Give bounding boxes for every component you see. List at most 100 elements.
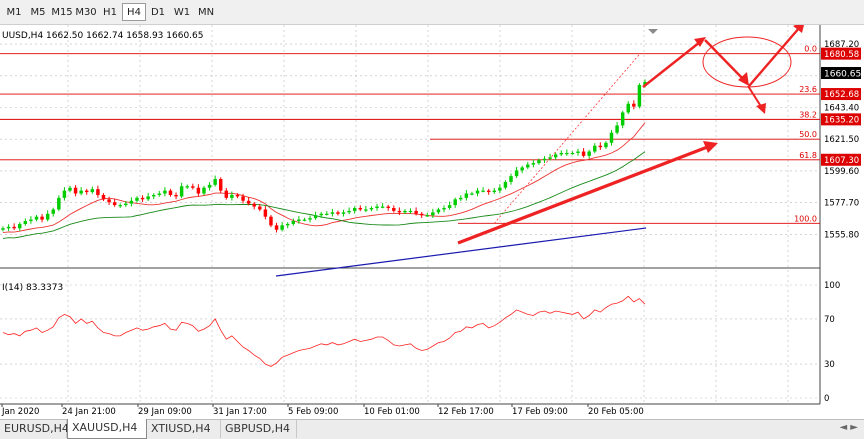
time-tick-label: 10 Feb 01:00 [364,407,420,417]
timeframe-button-mn[interactable]: MN [197,7,215,18]
time-tick-label: 31 Jan 17:00 [213,407,267,417]
timeframe-button-m30[interactable]: M30 [75,7,97,18]
candle [503,180,508,190]
trend-line-blue[interactable] [275,227,647,277]
candle [73,185,78,197]
candle [135,196,139,203]
candle [576,148,580,156]
candle [297,216,301,224]
timeframe-button-m15[interactable]: M15 [51,7,73,18]
candle [191,183,195,190]
candle [62,187,67,201]
candle [163,187,167,197]
candle [40,214,44,223]
fib-level-label: 50.0 [799,130,817,139]
timeframe-button-w1[interactable]: W1 [173,7,191,18]
candle [475,188,480,197]
time-tick-label: 24 Jan 21:00 [62,407,116,417]
timeframe-button-d1[interactable]: D1 [150,7,166,18]
candle [442,205,446,213]
candle [246,197,251,206]
time-axis: Jan 2020 24 Jan 21:00 29 Jan 09:00 31 Jan 1… [1,404,644,417]
candle [375,203,379,211]
candle [68,185,72,193]
candle [90,186,95,194]
candle [403,209,407,215]
timeframe-button-h4[interactable]: H4 [122,3,146,21]
tab-gbpusd[interactable]: GBPUSD,H4 [221,420,297,438]
svg-text:1652.68: 1652.68 [824,90,859,100]
svg-text:1680.58: 1680.58 [824,50,859,60]
svg-text:1607.30: 1607.30 [824,156,859,166]
moving-averages [2,122,647,277]
candle [397,207,402,216]
candle [140,195,145,203]
candle [553,152,558,161]
candle [436,207,441,215]
timeframe-toolbar: M1 M5 M15 M30 H1 H4 D1 W1 MN [0,0,864,25]
tab-scroll-arrows[interactable]: ◄ ► [839,422,858,433]
chart-grid [0,25,820,404]
candle [230,191,234,201]
candle [23,218,28,226]
level-tag: 1652.68 [821,88,861,100]
price-tick-label: 1621.50 [824,135,859,145]
candle [408,208,413,214]
candle [369,206,374,212]
fibonacci-trend-line[interactable] [493,53,641,224]
candle [146,192,150,202]
candle [537,158,541,165]
time-tick-label: 20 Feb 05:00 [588,407,644,417]
candle [269,214,273,228]
candle [168,188,173,197]
candle [620,110,625,129]
candle [291,218,296,226]
candle [34,214,39,222]
time-tick-label: 17 Feb 09:00 [512,407,568,417]
annotation-arrows[interactable] [457,25,805,245]
chart-shift-marker[interactable] [648,29,658,34]
rsi-indicator-label: I(14) 83.3373 [2,283,63,293]
candle [498,184,502,194]
candle [581,148,586,158]
time-tick-label: Jan 2020 [1,407,39,417]
candle [241,193,245,204]
rsi-tick-label: 0 [824,394,829,404]
candle [45,210,50,222]
candle [263,205,268,220]
candle [285,222,290,229]
candle [101,193,106,202]
candle [224,188,229,200]
tab-xauusd[interactable]: XAUUSD,H4 [67,419,147,439]
fib-level-label: 38.2 [799,110,817,119]
candle [252,201,256,210]
timeframe-button-m1[interactable]: M1 [6,7,22,18]
symbol-ohlc-header: UUSD,H4 1662.50 1662.74 1658.93 1660.65 [2,31,204,41]
price-tick-label: 1643.40 [824,103,859,113]
level-tag: 1680.58 [821,47,861,60]
candle [559,150,563,157]
candle [570,151,575,155]
price-level-tags: 1680.58 1652.68 1635.20 1607.30 [821,47,861,166]
timeframe-button-m5[interactable]: M5 [30,7,46,18]
fib-level-label: 23.6 [799,85,817,94]
level-tag: 1607.30 [821,153,861,166]
time-tick-label: 12 Feb 17:00 [438,407,494,417]
candle [593,143,597,154]
tab-eurusd[interactable]: EURUSD,H4 [0,420,69,438]
candle [313,211,318,220]
candle [358,205,363,212]
time-tick-label: 5 Feb 09:00 [288,407,338,417]
candle [425,212,430,217]
timeframe-button-h1[interactable]: H1 [103,7,117,18]
tab-xtiusd[interactable]: XTIUSD,H4 [147,420,221,438]
candle [520,165,524,174]
candle [526,161,530,170]
candle [453,197,457,208]
candle [112,198,117,207]
candle [174,192,178,200]
candle [157,190,162,197]
candle [604,141,608,149]
fib-level-label: 100.0 [794,214,817,223]
